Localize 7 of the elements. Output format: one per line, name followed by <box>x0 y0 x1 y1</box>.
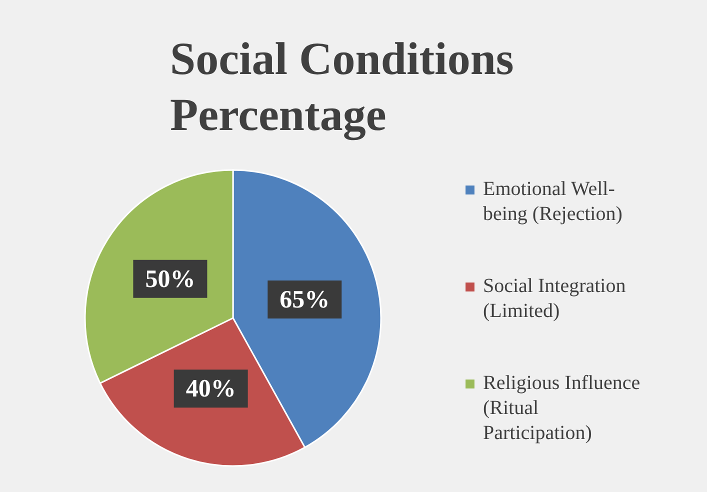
legend-label: Religious Influence (Ritual Participation) <box>483 372 640 444</box>
chart-title: Social Conditions Percentage <box>170 33 514 141</box>
data-label: 50% <box>145 266 196 293</box>
data-label: 65% <box>280 286 330 314</box>
legend-label: Emotional Well-being (Rejection) <box>483 178 622 225</box>
data-label: 40% <box>186 376 236 403</box>
legend-label: Social Integration (Limited) <box>483 275 626 322</box>
